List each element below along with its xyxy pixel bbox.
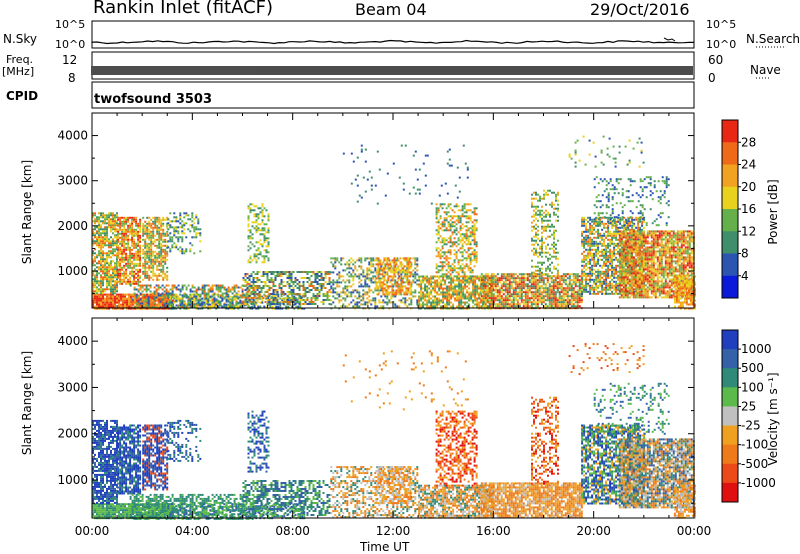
power-pixels xyxy=(92,135,696,310)
nave-label: Nave xyxy=(750,63,781,77)
nsearch-trace xyxy=(663,37,676,42)
colorbar-tick-label: 12 xyxy=(741,224,756,238)
x-tick-label: 08:00 xyxy=(275,524,310,538)
colorbar-segment xyxy=(722,368,738,388)
colorbar-tick-label: 24 xyxy=(741,158,756,172)
colorbar-tick-label: -500 xyxy=(741,457,768,471)
nsky-trace xyxy=(91,39,694,45)
colorbar-tick-label: 8 xyxy=(741,247,749,261)
colorbar-segment xyxy=(722,387,738,407)
colorbar-segment xyxy=(722,482,738,503)
y-tick-label: 2000 xyxy=(57,427,88,441)
colorbar-segment xyxy=(722,463,738,484)
cpid-label: CPID xyxy=(6,89,39,103)
colorbar-tick-label: 1000 xyxy=(741,342,772,356)
colorbar-segment xyxy=(722,425,738,446)
freq-tick-bottom: 8 xyxy=(68,71,76,85)
beam-title: Beam 04 xyxy=(355,0,427,19)
x-tick-label: 00:00 xyxy=(75,524,110,538)
y-tick-label: 1000 xyxy=(57,264,88,278)
nsky-frame xyxy=(91,20,695,49)
x-tick-label: 04:00 xyxy=(175,524,210,538)
x-tick-label: 12:00 xyxy=(376,524,411,538)
y-tick-label: 1000 xyxy=(57,473,88,487)
nsearch-label: N.Search xyxy=(746,32,800,46)
cpid-value: twofsound 3503 xyxy=(94,92,213,107)
nsky-tick-bottom: 10^0 xyxy=(55,38,86,51)
nsky-tick-top: 10^5 xyxy=(55,18,86,31)
nsearch-tick-top: 10^5 xyxy=(706,18,737,31)
nsearch-tick-bottom: 10^0 xyxy=(706,38,737,51)
colorbar-tick-label: 16 xyxy=(741,202,756,216)
freq-tick-top: 12 xyxy=(62,53,78,67)
colorbar-tick-label: -25 xyxy=(741,419,761,433)
freq-label-1: Freq. xyxy=(6,53,34,66)
colorbar-segment xyxy=(722,186,738,210)
y-tick-label: 3000 xyxy=(57,174,88,188)
colorbar-tick-label: 100 xyxy=(741,380,764,394)
colorbar-tick-label: 20 xyxy=(741,180,756,194)
x-axis-label: Time UT xyxy=(360,540,410,554)
y-tick-label: 3000 xyxy=(57,380,88,394)
colorbar-segment xyxy=(722,120,738,143)
colorbar-tick-label: 25 xyxy=(741,399,756,413)
freq-label-2: [MHz] xyxy=(2,65,35,78)
y-tick-label: 4000 xyxy=(57,129,88,143)
colorbar-frame xyxy=(721,329,739,503)
colorbar-segment xyxy=(722,142,738,165)
colorbar-segment xyxy=(722,349,738,369)
date-title: 29/Oct/2016 xyxy=(590,0,690,19)
colorbar-tick-label: -1000 xyxy=(741,476,776,490)
y-tick-label: 4000 xyxy=(57,334,88,348)
x-tick-label: 16:00 xyxy=(476,524,511,538)
cpid-frame xyxy=(91,81,695,109)
x-tick-label: 00:00 xyxy=(677,524,712,538)
colorbar-segment xyxy=(722,209,738,232)
nave-tick-bottom: 0 xyxy=(708,71,716,85)
colorbar-segment xyxy=(722,253,738,277)
colorbar-segment xyxy=(722,275,738,299)
colorbar-segment xyxy=(722,164,738,188)
colorbar-tick-label: 28 xyxy=(741,135,756,149)
y-tick-label: 2000 xyxy=(57,219,88,233)
nsky-label: N.Sky xyxy=(3,32,38,46)
velocity-pixels xyxy=(92,343,696,520)
site-title: Rankin Inlet (fitACF) xyxy=(93,0,274,18)
colorbar-segment xyxy=(722,231,738,254)
colorbar-segment xyxy=(722,406,738,427)
colorbar-tick-label: 4 xyxy=(741,269,749,283)
colorbar-tick-label: 500 xyxy=(741,361,764,375)
colorbar-segment xyxy=(722,330,738,350)
nave-tick-top: 60 xyxy=(708,53,724,67)
colorbar-tick-label: -100 xyxy=(741,438,768,452)
colorbar-segment xyxy=(722,444,738,465)
freq-frame xyxy=(91,51,695,80)
x-tick-label: 20:00 xyxy=(576,524,611,538)
